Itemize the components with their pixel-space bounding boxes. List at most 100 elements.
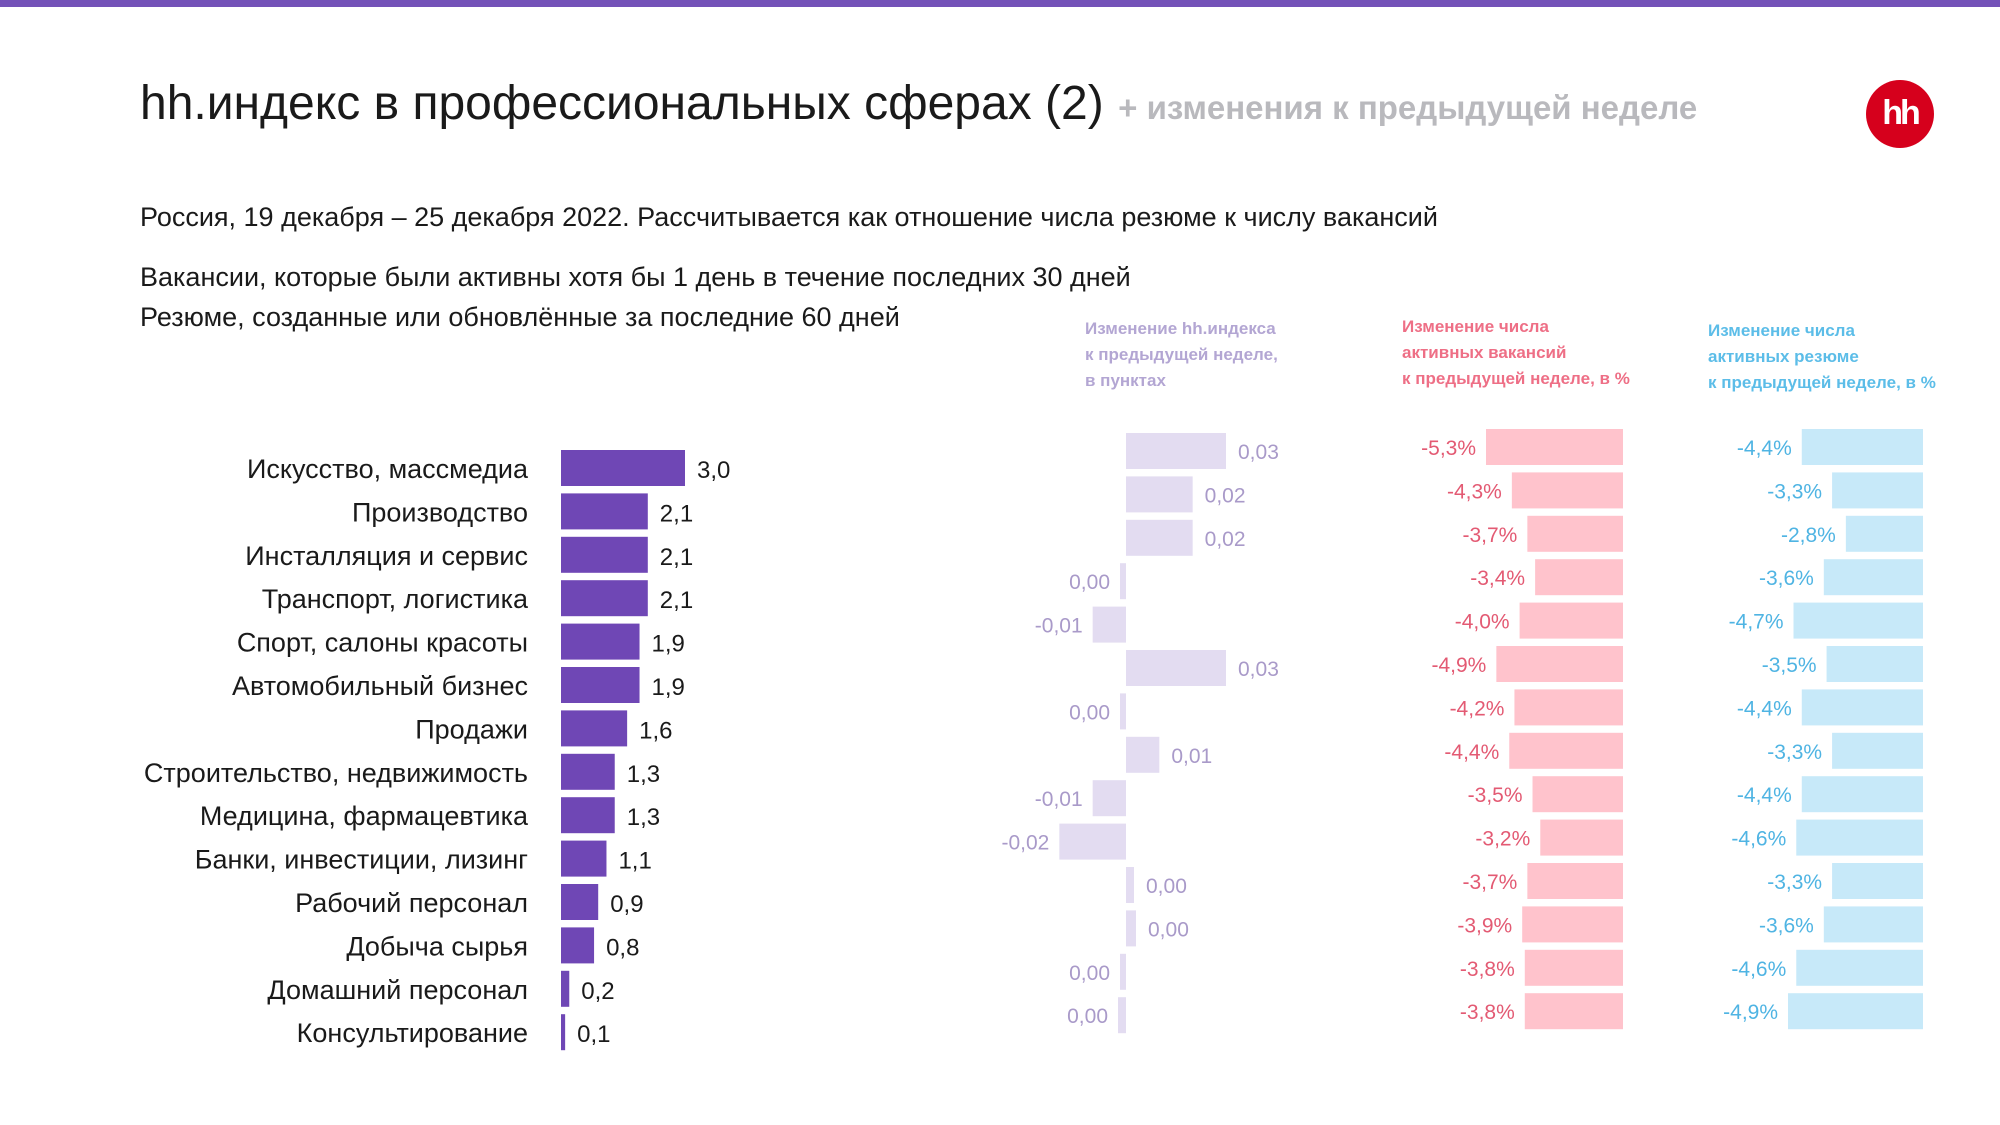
resume-change-label: -3,3% [1767, 741, 1822, 764]
resume-change-bar [1796, 949, 1923, 986]
index-change-label: 0,00 [1146, 875, 1187, 898]
index-change-bar [1126, 910, 1136, 947]
index-change-bar [1092, 780, 1126, 817]
category-label: Транспорт, логистика [262, 584, 529, 614]
vacancy-change-bar [1486, 429, 1623, 465]
index-bar [561, 840, 607, 877]
resume-change-label: -4,6% [1731, 958, 1786, 981]
index-change-label: 0,01 [1171, 745, 1212, 768]
index-change-label: -0,01 [1035, 615, 1083, 638]
index-change-bar [1120, 693, 1126, 730]
index-change-label: 0,03 [1238, 441, 1279, 464]
vacancy-change-label: -3,8% [1460, 958, 1515, 981]
index-value-label: 0,2 [581, 978, 614, 1005]
index-bar [561, 536, 648, 573]
vacancy-change-label: -3,2% [1475, 828, 1530, 851]
vacancy-change-header: Изменение числа активных вакансий к пред… [1402, 314, 1630, 392]
resume-change-bar [1823, 906, 1923, 943]
index-change-bar [1126, 650, 1226, 686]
vacancy-change-label: -4,0% [1455, 611, 1510, 634]
vacancy-change-bar [1522, 906, 1623, 943]
subtitle: Россия, 19 декабря – 25 декабря 2022. Ра… [140, 202, 1438, 232]
resume-change-label: -3,3% [1767, 871, 1822, 894]
resume-change-label: -2,8% [1781, 524, 1836, 547]
resume-change-bar [1826, 646, 1923, 682]
vacancy-change-bar [1524, 949, 1623, 986]
page-title-suffix: + изменения к предыдущей неделе [1118, 89, 1698, 126]
index-bar [561, 450, 685, 486]
top-accent-bar [0, 0, 2000, 7]
category-label: Автомобильный бизнес [232, 671, 528, 701]
index-change-label: 0,00 [1069, 571, 1110, 594]
index-bar [561, 580, 648, 617]
category-label: Рабочий персонал [295, 888, 528, 918]
vacancy-change-bar [1527, 863, 1623, 899]
index-change-label: 0,02 [1205, 528, 1246, 551]
category-label: Добыча сырья [346, 931, 528, 961]
index-change-bar [1120, 953, 1126, 990]
index-bar [561, 493, 648, 530]
resume-change-header-line: Изменение числа [1708, 321, 1855, 340]
vacancy-change-bar [1509, 732, 1623, 769]
resume-change-label: -4,4% [1737, 697, 1792, 720]
index-value-label: 2,1 [660, 544, 693, 571]
index-bar [561, 970, 570, 1007]
resume-change-bar [1832, 732, 1923, 769]
category-label: Искусство, массмедиа [247, 454, 529, 484]
index-change-label: -0,02 [1001, 832, 1049, 855]
index-bar [561, 710, 628, 747]
vacancy-change-header-line: к предыдущей неделе, в % [1402, 369, 1630, 388]
index-value-label: 0,8 [606, 934, 639, 961]
index-bar [561, 623, 640, 660]
index-change-label: 0,00 [1148, 918, 1189, 941]
vacancy-change-bar [1519, 602, 1623, 639]
index-change-bar [1126, 476, 1193, 513]
resume-change-header-line: к предыдущей неделе, в % [1708, 373, 1936, 392]
vacancy-change-bar [1532, 776, 1623, 813]
vacancy-change-bar [1524, 993, 1623, 1030]
resume-change-bar [1845, 515, 1923, 552]
category-label: Производство [352, 497, 528, 527]
index-bar [561, 884, 599, 920]
vacancy-change-label: -4,3% [1447, 480, 1502, 503]
index-change-bar [1092, 606, 1126, 643]
index-change-header-line: Изменение hh.индекса [1085, 319, 1276, 338]
resume-change-label: -4,6% [1731, 828, 1786, 851]
page-title: hh.индекс в профессиональных сферах (2) [140, 77, 1104, 130]
note-resumes: Резюме, созданные или обновлённые за пос… [140, 302, 900, 332]
vacancy-change-label: -3,7% [1462, 871, 1517, 894]
category-label: Продажи [415, 714, 528, 744]
index-change-label: -0,01 [1035, 788, 1083, 811]
category-label: Домашний персонал [267, 975, 528, 1005]
index-change-bar [1059, 823, 1126, 860]
index-value-label: 3,0 [697, 457, 730, 484]
vacancy-change-label: -3,8% [1460, 1001, 1515, 1024]
resume-change-label: -4,7% [1729, 611, 1784, 634]
category-label: Строительство, недвижимость [144, 758, 528, 788]
category-label: Консультирование [297, 1018, 528, 1048]
resume-change-label: -4,4% [1737, 437, 1792, 460]
hh-logo: hh [1866, 80, 1934, 148]
index-change-bar [1126, 519, 1193, 556]
index-change-label: 0,02 [1205, 484, 1246, 507]
index-value-label: 2,1 [660, 587, 693, 614]
resume-change-label: -3,5% [1762, 654, 1817, 677]
index-change-label: 0,03 [1238, 658, 1279, 681]
vacancy-change-header-line: Изменение числа [1402, 317, 1549, 336]
resume-change-label: -3,6% [1759, 567, 1814, 590]
index-value-label: 1,3 [627, 761, 660, 788]
vacancy-change-label: -3,5% [1468, 784, 1523, 807]
resume-change-bar [1801, 689, 1923, 726]
index-change-bar [1126, 433, 1226, 469]
vacancy-change-bar [1514, 689, 1623, 726]
index-value-label: 1,1 [618, 848, 651, 875]
vacancy-change-label: -3,4% [1470, 567, 1525, 590]
category-label: Банки, инвестиции, лизинг [195, 845, 528, 875]
index-bar [561, 797, 615, 834]
category-label: Медицина, фармацевтика [200, 801, 529, 831]
note-vacancies: Вакансии, которые были активны хотя бы 1… [140, 262, 1131, 292]
resume-change-bar [1801, 776, 1923, 813]
index-value-label: 2,1 [660, 500, 693, 527]
category-label: Спорт, салоны красоты [237, 628, 528, 658]
